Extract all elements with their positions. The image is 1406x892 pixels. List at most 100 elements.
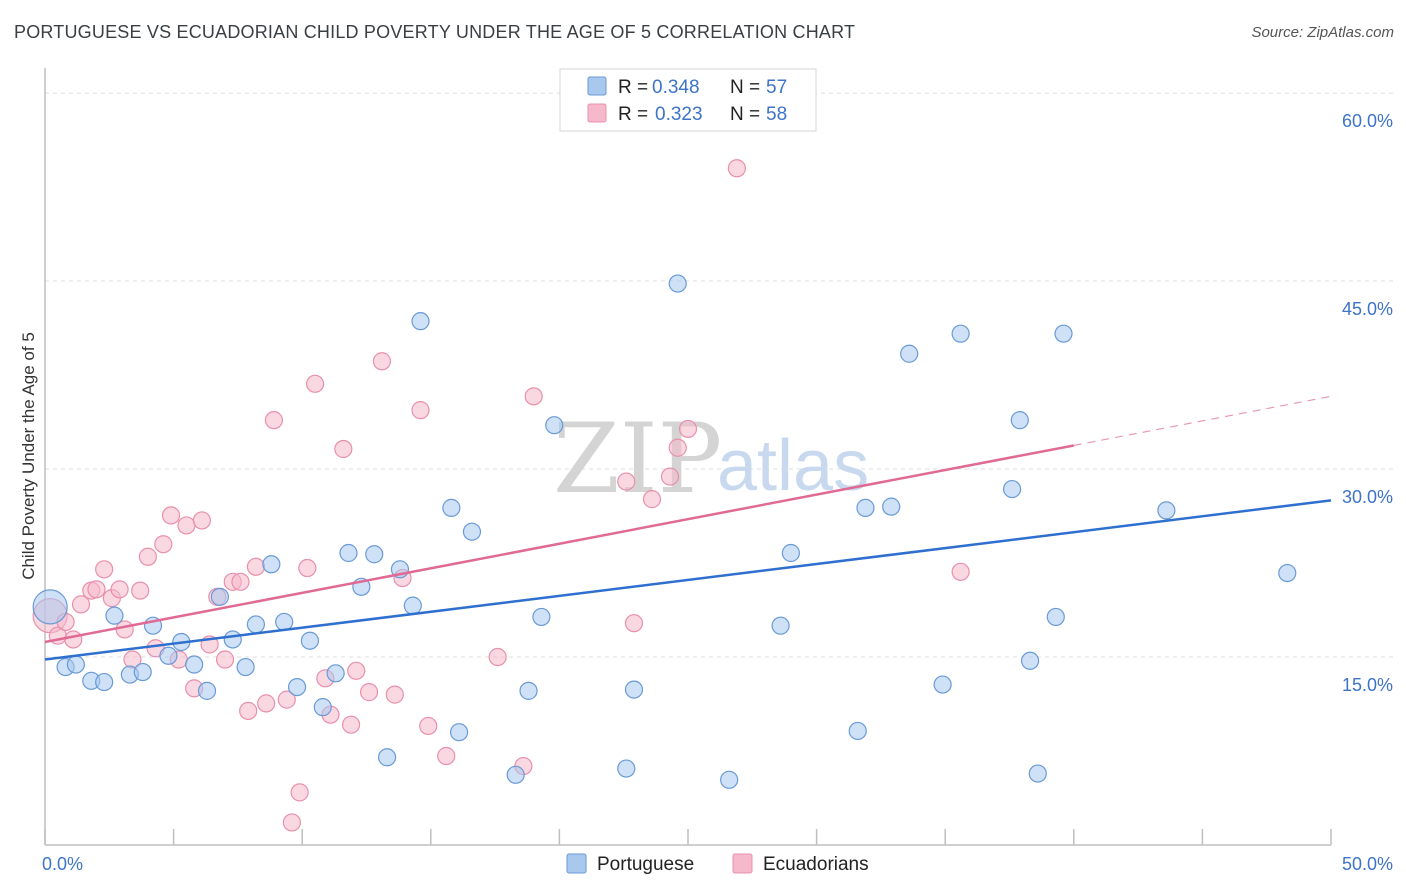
ecuadorians-point-46 — [488, 647, 507, 667]
watermark-atlas: atlas — [717, 426, 869, 506]
portuguese-point-18 — [275, 612, 294, 632]
portuguese-point-47 — [933, 675, 952, 694]
ecuadorians-point-44 — [419, 716, 438, 736]
portuguese-point-51 — [1020, 651, 1040, 670]
portuguese-point-50 — [1010, 411, 1029, 430]
bottom-legend-swatch-ecuadorians — [732, 853, 753, 874]
legend-swatch-portuguese — [587, 76, 607, 96]
ecuadorians-point-33 — [305, 374, 325, 393]
portuguese-point-46 — [900, 344, 919, 363]
legend-n-value-portuguese: 57 — [766, 77, 787, 98]
portuguese-point-5 — [105, 606, 124, 625]
ecuadorians-point-40 — [372, 352, 392, 371]
watermark-zip: ZIP — [553, 403, 722, 515]
x-ticks — [44, 829, 1332, 845]
ecuadorians-point-50 — [624, 614, 644, 633]
legend-r-label-portuguese: R = — [618, 77, 653, 98]
ecuadorians-point-31 — [290, 783, 309, 802]
ecuadorians-point-54 — [678, 419, 698, 439]
legend-n-label-portuguese: N = — [730, 77, 765, 98]
y-tick-label-1: 30.0% — [1342, 487, 1393, 507]
portuguese-point-29 — [411, 312, 430, 331]
portuguese-point-38 — [624, 680, 644, 699]
chart-title: PORTUGUESE VS ECUADORIAN CHILD POVERTY U… — [14, 22, 856, 42]
portuguese-point-11 — [185, 655, 204, 674]
trend-lines — [44, 395, 1332, 661]
ecuadorians-point-25 — [231, 572, 250, 591]
legend-n-label-ecuadorians: N = — [730, 104, 765, 125]
portuguese-point-55 — [1157, 501, 1176, 520]
portuguese-point-16 — [246, 615, 266, 634]
portuguese-point-31 — [449, 723, 469, 742]
ecuadorians-point-45 — [437, 746, 456, 766]
ecuadorians-point-56 — [951, 562, 970, 581]
portuguese-point-4 — [95, 672, 114, 692]
portuguese-point-25 — [365, 545, 384, 564]
series-legend: Portuguese Ecuadorians — [566, 853, 869, 875]
ecuadorians-point-38 — [347, 661, 366, 680]
ecuadorians-point-41 — [385, 685, 404, 704]
ecuadorians-point-32 — [298, 558, 317, 578]
portuguese-trend-line — [44, 499, 1332, 661]
ecuadorians-point-20 — [192, 511, 211, 530]
portuguese-point-23 — [339, 543, 358, 563]
portuguese-point-37 — [617, 759, 636, 778]
ecuadorians-point-4 — [71, 595, 91, 614]
bottom-legend-label-ecuadorians: Ecuadorians — [763, 854, 869, 875]
ecuadorians-point-15 — [154, 535, 173, 554]
portuguese-point-13 — [210, 587, 229, 606]
ecuadorians-point-16 — [161, 506, 181, 525]
portuguese-point-34 — [519, 681, 538, 700]
portuguese-point-44 — [856, 498, 875, 517]
ecuadorians-point-13 — [138, 547, 157, 566]
portuguese-point-14 — [223, 630, 242, 649]
bottom-legend-label-portuguese: Portuguese — [597, 854, 694, 875]
y-tick-label-0: 15.0% — [1342, 675, 1393, 695]
legend-r-label-ecuadorians: R = — [618, 104, 653, 125]
portuguese-point-22 — [326, 664, 345, 683]
ecuadorians-point-39 — [359, 683, 379, 702]
ecuadorians-point-49 — [617, 472, 636, 491]
ecuadorians-point-55 — [727, 159, 746, 178]
portuguese-point-52 — [1028, 764, 1047, 783]
portuguese-point-12 — [197, 681, 217, 700]
x-tick-label-1: 50.0% — [1342, 854, 1393, 874]
ecuadorians-point-53 — [668, 438, 687, 457]
y-tick-label-3: 60.0% — [1342, 111, 1393, 131]
x-tick-label-0: 0.0% — [42, 854, 83, 874]
y-tick-labels: 15.0% 30.0% 45.0% 60.0% — [1342, 111, 1393, 695]
ecuadorians-point-28 — [257, 694, 276, 713]
ecuadorians-point-30 — [277, 690, 296, 709]
portuguese-point-32 — [462, 522, 482, 541]
ecuadorians-point-3 — [64, 630, 83, 649]
portuguese-point-26 — [377, 748, 397, 767]
portuguese-point-40 — [720, 770, 739, 789]
portuguese-point-49 — [1002, 479, 1022, 499]
ecuadorians-point-29 — [264, 411, 284, 430]
ecuadorians-trend-line-extension — [1073, 395, 1332, 447]
ecuadorians-point-37 — [341, 715, 361, 734]
portuguese-point-2 — [66, 655, 85, 674]
stats-legend: R = 0.348 N = 57 R = 0.323 N = 58 — [559, 68, 817, 132]
portuguese-point-45 — [882, 497, 901, 516]
ecuadorians-point-9 — [110, 580, 129, 599]
portuguese-point-48 — [951, 324, 970, 343]
ecuadorians-point-18 — [177, 516, 196, 535]
legend-n-value-ecuadorians: 58 — [766, 104, 787, 125]
portuguese-point-28 — [403, 596, 422, 615]
ecuadorians-point-27 — [246, 557, 266, 576]
legend-r-value-portuguese: 0.348 — [652, 77, 700, 98]
portuguese-point-53 — [1046, 607, 1065, 627]
portuguese-point-17 — [262, 555, 281, 574]
portuguese-point-39 — [668, 274, 687, 293]
watermark: ZIP atlas — [553, 403, 869, 515]
legend-swatch-ecuadorians — [587, 103, 607, 123]
portuguese-point-35 — [532, 607, 551, 627]
ecuadorians-trend-line — [44, 444, 1075, 644]
portuguese-point-20 — [300, 631, 320, 650]
portuguese-point-9 — [159, 646, 178, 665]
ecuadorians-point-52 — [660, 467, 680, 486]
portuguese-point-56 — [1278, 563, 1297, 583]
portuguese-point-43 — [848, 721, 867, 741]
